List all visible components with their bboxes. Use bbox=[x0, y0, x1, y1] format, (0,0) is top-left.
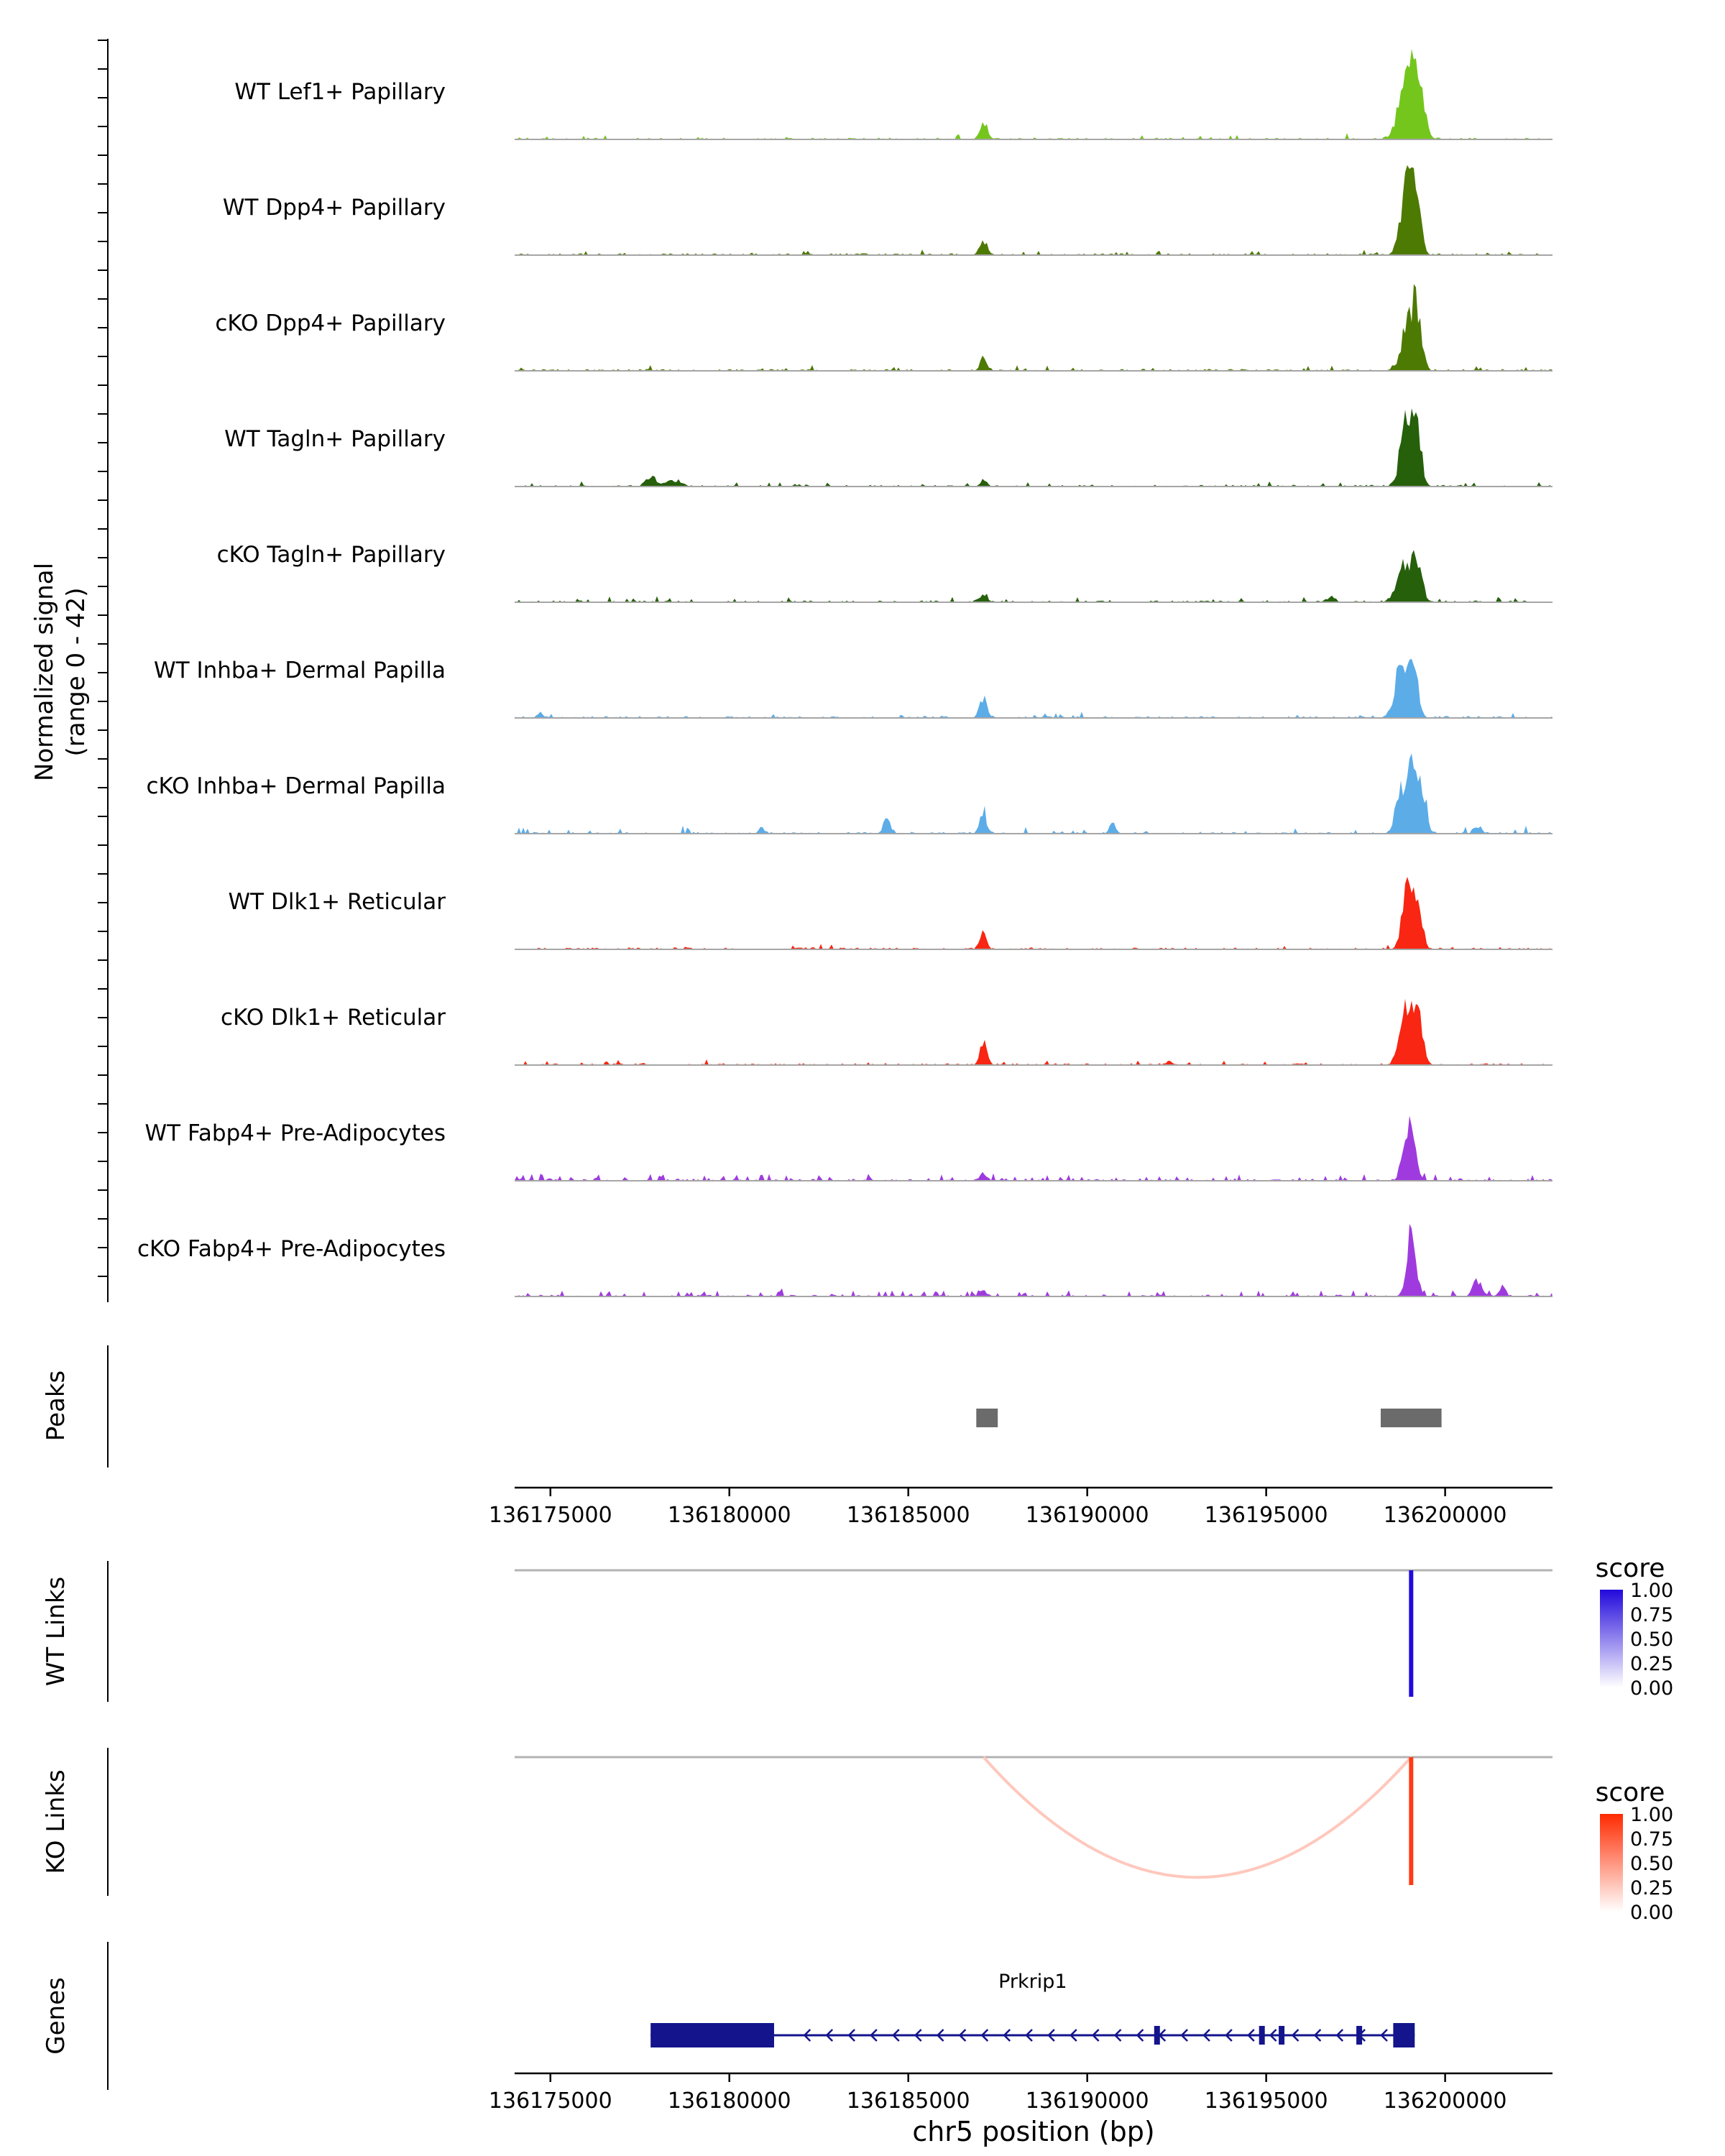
wt-score-legend-tick-label: 0.75 bbox=[1630, 1604, 1673, 1626]
ko-score-legend-tick-label: 0.75 bbox=[1630, 1828, 1673, 1851]
track-label: cKO Tagln+ Papillary bbox=[217, 542, 446, 568]
gene-strand-arrow bbox=[1269, 2029, 1277, 2042]
coverage-track bbox=[515, 1223, 1552, 1296]
x-axis-tick-label: 136200000 bbox=[1384, 1503, 1507, 1528]
x-axis-tick-label: 136180000 bbox=[668, 1503, 791, 1528]
gene-strand-arrow bbox=[825, 2029, 834, 2042]
gene-strand-arrow bbox=[980, 2029, 989, 2042]
ko-score-legend-tick-label: 0.50 bbox=[1630, 1853, 1673, 1875]
y-axis-title-line2: (range 0 - 42) bbox=[62, 587, 91, 757]
track-label: WT Dlk1+ Reticular bbox=[229, 889, 446, 915]
peak-interval bbox=[976, 1409, 998, 1427]
peaks-section-label: Peaks bbox=[42, 1370, 70, 1442]
track-label: cKO Inhba+ Dermal Papilla bbox=[147, 773, 446, 799]
ko-score-legend-tick-label: 1.00 bbox=[1630, 1804, 1673, 1826]
track-label: WT Dpp4+ Papillary bbox=[223, 195, 446, 221]
gene-exon-mark bbox=[1154, 2026, 1160, 2045]
track-label: WT Tagln+ Papillary bbox=[224, 426, 446, 452]
coverage-track bbox=[515, 49, 1552, 139]
x-axis-tick-label: 136190000 bbox=[1026, 1503, 1149, 1528]
genes-section-label: Genes bbox=[42, 1977, 70, 2055]
wt-score-legend-tick-label: 1.00 bbox=[1630, 1580, 1673, 1602]
gene-strand-arrow bbox=[1358, 2029, 1366, 2042]
gene-strand-arrow bbox=[1113, 2029, 1122, 2042]
track-label: cKO Dpp4+ Papillary bbox=[215, 310, 446, 336]
gene-exon-block bbox=[650, 2023, 774, 2047]
wt-links-section-label: WT Links bbox=[42, 1576, 70, 1687]
wt-score-legend-gradient-bar bbox=[1600, 1590, 1623, 1687]
coverage-track bbox=[515, 753, 1552, 834]
x-axis-tick-label: 136195000 bbox=[1205, 2088, 1328, 2114]
gene-strand-arrow bbox=[914, 2029, 922, 2042]
x-axis-title: chr5 position (bp) bbox=[912, 2116, 1155, 2147]
ko-score-legend-title: score bbox=[1595, 1778, 1665, 1807]
coverage-track bbox=[515, 165, 1552, 255]
gene-strand-arrow bbox=[1091, 2029, 1100, 2042]
y-axis-title-line1: Normalized signal bbox=[29, 562, 59, 782]
track-label: cKO Fabp4+ Pre-Adipocytes bbox=[137, 1236, 446, 1262]
gene-strand-arrow bbox=[1202, 2029, 1210, 2042]
gene-exon-mark bbox=[1279, 2026, 1285, 2045]
gene-strand-arrow bbox=[892, 2029, 900, 2042]
gene-strand-arrow bbox=[1158, 2029, 1167, 2042]
coverage-track bbox=[515, 284, 1552, 371]
x-axis-tick-label: 136175000 bbox=[489, 2088, 612, 2114]
gene-strand-arrow bbox=[936, 2029, 944, 2042]
x-axis-tick-label: 136190000 bbox=[1026, 2088, 1149, 2114]
track-label: WT Inhba+ Dermal Papilla bbox=[154, 658, 446, 683]
gene-strand-arrow bbox=[1025, 2029, 1033, 2042]
wt-score-legend-tick-label: 0.50 bbox=[1630, 1628, 1673, 1651]
gene-strand-arrow bbox=[1380, 2029, 1388, 2042]
gene-strand-arrow bbox=[1313, 2029, 1322, 2042]
coverage-track bbox=[515, 1115, 1552, 1181]
x-axis-tick-label: 136200000 bbox=[1384, 2088, 1507, 2114]
coverage-track bbox=[515, 877, 1552, 949]
gene-strand-arrow bbox=[1070, 2029, 1077, 2042]
ko-score-legend-gradient-bar bbox=[1600, 1814, 1623, 1912]
ko-links-link-arc bbox=[982, 1756, 1412, 1879]
gene-strand-arrow bbox=[1003, 2029, 1011, 2042]
track-label: WT Lef1+ Papillary bbox=[234, 79, 446, 105]
gene-strand-arrow bbox=[803, 2029, 811, 2042]
gene-strand-arrow bbox=[1291, 2029, 1300, 2042]
gene-name: Prkrip1 bbox=[998, 1971, 1067, 1993]
x-axis-tick-label: 136185000 bbox=[847, 1503, 970, 1528]
wt-score-legend-title: score bbox=[1595, 1554, 1665, 1583]
gene-strand-arrow bbox=[1047, 2029, 1055, 2042]
x-axis-tick-label: 136180000 bbox=[668, 2088, 791, 2114]
gene-exon-block bbox=[1393, 2023, 1415, 2047]
gene-strand-arrow bbox=[1180, 2029, 1188, 2042]
x-axis-tick-label: 136185000 bbox=[847, 2088, 970, 2114]
gene-exon-mark bbox=[1259, 2026, 1265, 2045]
y-axis-title: Normalized signal (range 0 - 42) bbox=[29, 563, 92, 781]
x-axis-tick-label: 136195000 bbox=[1205, 1503, 1328, 1528]
x-axis-tick-label: 136175000 bbox=[489, 1503, 612, 1528]
gene-strand-arrow bbox=[1335, 2029, 1344, 2042]
ko-links-section-label: KO Links bbox=[42, 1769, 70, 1874]
peak-interval bbox=[1381, 1409, 1442, 1427]
gene-strand-arrow bbox=[1247, 2029, 1255, 2042]
gene-strand-arrow bbox=[870, 2029, 878, 2042]
track-label: WT Fabp4+ Pre-Adipocytes bbox=[145, 1120, 446, 1146]
coverage-track bbox=[515, 998, 1552, 1065]
ko-score-legend-tick-label: 0.00 bbox=[1630, 1902, 1673, 1924]
gene-strand-arrow bbox=[958, 2029, 967, 2042]
wt-score-legend-tick-label: 0.25 bbox=[1630, 1653, 1673, 1675]
gene-strand-arrow bbox=[847, 2029, 855, 2042]
coverage-track bbox=[515, 550, 1552, 602]
wt-score-legend-tick-label: 0.00 bbox=[1630, 1677, 1673, 1700]
coverage-track bbox=[515, 408, 1552, 487]
gene-strand-arrow bbox=[1225, 2029, 1233, 2042]
track-label: cKO Dlk1+ Reticular bbox=[221, 1005, 446, 1031]
coverage-track bbox=[515, 658, 1552, 718]
gene-strand-arrow bbox=[1136, 2029, 1144, 2042]
ko-score-legend-tick-label: 0.25 bbox=[1630, 1877, 1673, 1899]
